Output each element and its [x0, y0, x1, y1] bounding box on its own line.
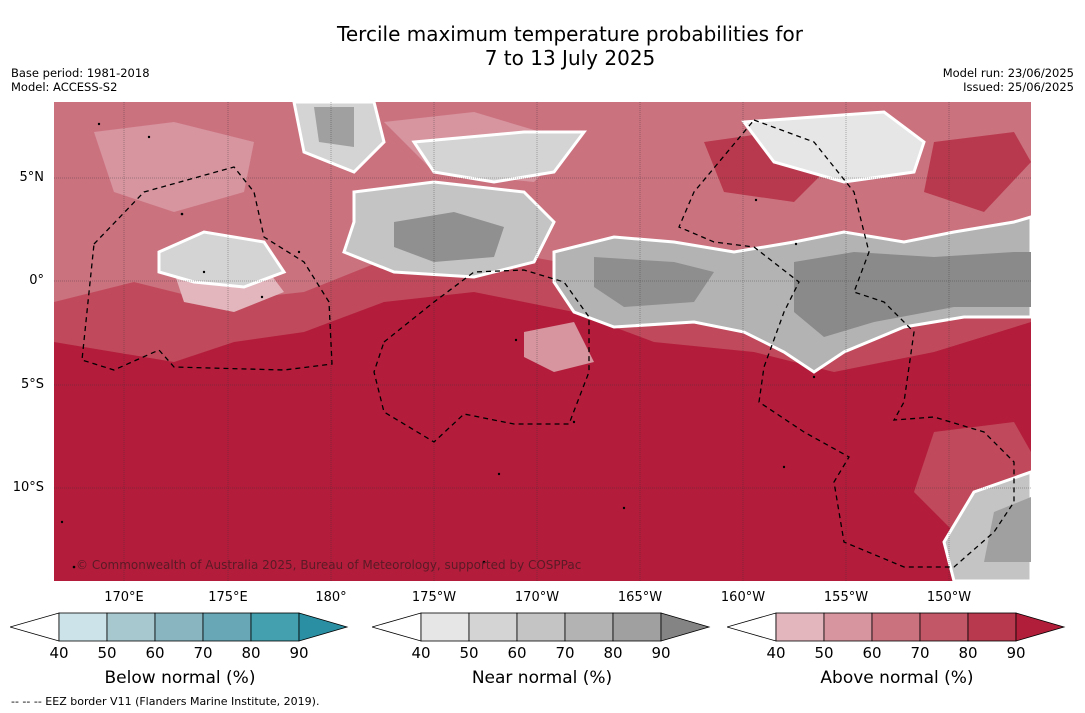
issued-date: Issued: 25/06/2025	[963, 80, 1074, 94]
cb-tick: 50	[459, 644, 479, 662]
cb-tick: 70	[555, 644, 575, 662]
colorbar-segment	[58, 612, 108, 642]
cb-tick: 60	[145, 644, 165, 662]
lon-label-180: 180°	[315, 590, 347, 605]
cb-tick: 40	[766, 644, 786, 662]
lon-label-155w: 155°W	[823, 590, 869, 605]
colorbar-extend-low	[370, 612, 422, 642]
title-line-2: 7 to 13 July 2025	[484, 46, 656, 70]
cb-tick: 50	[97, 644, 117, 662]
lat-label-10s: 10°S	[12, 480, 44, 495]
above-normal-50-patch-1	[94, 122, 254, 212]
probability-map	[54, 102, 1031, 581]
above-normal-50-patch-3	[524, 322, 594, 372]
map-canvas	[54, 102, 1031, 581]
eez-borders	[81, 119, 1015, 568]
near-normal-core-4	[314, 107, 354, 147]
lon-label-175w: 175°W	[411, 590, 457, 605]
model-run: Model run: 23/06/2025	[942, 66, 1074, 80]
colorbar-above-normal: 40 50 60 70 80 90 Above normal (%)	[725, 610, 1067, 690]
cb-tick: 40	[411, 644, 431, 662]
colorbar-segment	[106, 612, 156, 642]
colorbar-near-normal-scale	[370, 612, 711, 642]
cb-tick: 90	[289, 644, 309, 662]
title-line-1: Tercile maximum temperature probabilitie…	[337, 22, 803, 46]
lon-label-170e: 170°E	[104, 590, 144, 605]
colorbar-extend-high	[660, 612, 711, 642]
near-normal-core-1	[394, 212, 504, 262]
lon-label-150w: 150°W	[926, 590, 972, 605]
colorbar-segment	[871, 612, 921, 642]
island-markers	[60, 122, 816, 569]
colorbar-segment	[775, 612, 825, 642]
lon-label-170w: 170°W	[514, 590, 560, 605]
near-normal-core-5	[984, 497, 1031, 562]
cb-tick: 90	[651, 644, 671, 662]
colorbar-below-normal: 40 50 60 70 80 90 Below normal (%)	[8, 610, 350, 690]
meta-left: Base period: 1981-2018 Model: ACCESS-S2	[11, 66, 150, 94]
colorbar-segment	[250, 612, 300, 642]
colorbar-near-normal: 40 50 60 70 80 90 Near normal (%)	[370, 610, 712, 690]
cb-tick: 60	[507, 644, 527, 662]
colorbar-near-normal-title: Near normal (%)	[471, 668, 613, 688]
colorbar-segment	[516, 612, 566, 642]
colorbar-segment	[202, 612, 252, 642]
near-normal-core-2	[594, 257, 714, 307]
eez-footer-note: -- -- -- EEZ border V11 (Flanders Marine…	[11, 695, 320, 708]
colorbar-segment	[564, 612, 614, 642]
colorbar-segment	[468, 612, 518, 642]
meta-right: Model run: 23/06/2025 Issued: 25/06/2025	[943, 66, 1074, 94]
lat-label-5n: 5°N	[19, 170, 45, 185]
colorbar-extend-low	[8, 612, 60, 642]
near-normal-core-3	[794, 252, 1031, 337]
cb-tick: 80	[241, 644, 261, 662]
colorbar-extend-low	[725, 612, 777, 642]
cb-tick: 40	[49, 644, 69, 662]
colorbar-segment	[919, 612, 969, 642]
colorbar-segment	[420, 612, 470, 642]
base-period: Base period: 1981-2018	[11, 66, 150, 80]
lon-label-160w: 160°W	[720, 590, 766, 605]
graticule	[54, 102, 1031, 581]
model-name: Model: ACCESS-S2	[11, 80, 118, 94]
copyright-notice: © Commonwealth of Australia 2025, Bureau…	[76, 558, 582, 572]
lat-label-5s: 5°S	[20, 377, 44, 392]
cb-tick: 70	[193, 644, 213, 662]
colorbar-segment	[823, 612, 873, 642]
colorbar-extend-high	[1015, 612, 1066, 642]
cb-tick: 80	[958, 644, 978, 662]
colorbar-above-normal-title: Above normal (%)	[820, 668, 974, 688]
colorbar-segment	[612, 612, 662, 642]
colorbar-extend-high	[298, 612, 349, 642]
lon-label-175e: 175°E	[208, 590, 248, 605]
cb-tick: 90	[1006, 644, 1026, 662]
cb-tick: 70	[910, 644, 930, 662]
colorbar-above-normal-scale	[725, 612, 1066, 642]
colorbar-segment	[967, 612, 1017, 642]
cb-tick: 60	[862, 644, 882, 662]
lon-label-165w: 165°W	[617, 590, 663, 605]
colorbar-segment	[154, 612, 204, 642]
lat-label-0: 0°	[29, 273, 44, 288]
cb-tick: 80	[603, 644, 623, 662]
above-normal-80-patch-2	[924, 132, 1031, 212]
map-title: Tercile maximum temperature probabilitie…	[0, 22, 1085, 70]
colorbar-below-normal-scale	[8, 612, 349, 642]
cb-tick: 50	[814, 644, 834, 662]
colorbar-below-normal-title: Below normal (%)	[104, 668, 256, 688]
